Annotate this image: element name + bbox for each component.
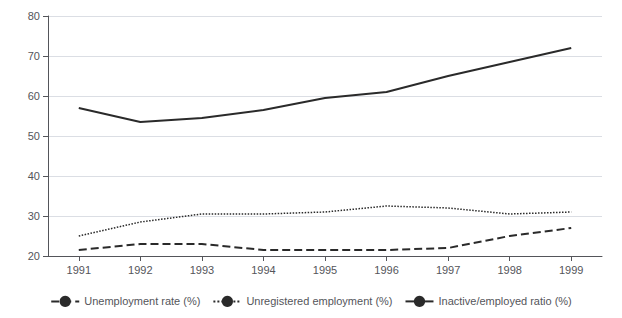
svg-text:1993: 1993 — [190, 264, 214, 276]
svg-text:1995: 1995 — [313, 264, 337, 276]
svg-text:80: 80 — [28, 10, 40, 22]
svg-text:1992: 1992 — [128, 264, 152, 276]
svg-text:1994: 1994 — [251, 264, 275, 276]
svg-text:Inactive/employed ratio (%): Inactive/employed ratio (%) — [438, 295, 571, 307]
svg-text:Unregistered employment (%): Unregistered employment (%) — [246, 295, 392, 307]
svg-text:70: 70 — [28, 50, 40, 62]
svg-text:1998: 1998 — [497, 264, 521, 276]
svg-text:20: 20 — [28, 250, 40, 262]
svg-text:40: 40 — [28, 170, 40, 182]
svg-text:30: 30 — [28, 210, 40, 222]
svg-text:1991: 1991 — [67, 264, 91, 276]
svg-text:1997: 1997 — [436, 264, 460, 276]
svg-text:60: 60 — [28, 90, 40, 102]
svg-text:1999: 1999 — [559, 264, 583, 276]
svg-text:1996: 1996 — [374, 264, 398, 276]
svg-text:50: 50 — [28, 130, 40, 142]
svg-text:Unemployment rate (%): Unemployment rate (%) — [84, 295, 200, 307]
